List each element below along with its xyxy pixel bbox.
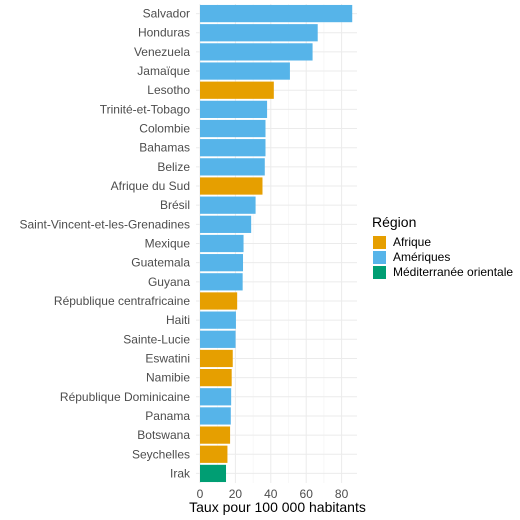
x-tick-label: 20 xyxy=(229,487,243,501)
y-tick-label: Irak xyxy=(170,466,191,480)
y-tick-label: Venezuela xyxy=(134,45,190,59)
bar xyxy=(200,273,243,291)
x-tick-label: 80 xyxy=(335,487,349,501)
bar xyxy=(200,24,318,42)
bar xyxy=(200,158,265,176)
y-tick-label: République centrafricaine xyxy=(54,294,190,308)
bar xyxy=(200,388,232,406)
bar xyxy=(200,349,233,368)
bar xyxy=(200,254,244,272)
bar xyxy=(200,330,236,348)
y-tick-label: Guyana xyxy=(148,275,190,289)
legend-label: Afrique xyxy=(393,235,431,249)
bar xyxy=(200,368,232,387)
y-tick-label: Honduras xyxy=(138,26,190,40)
y-tick-label: Seychelles xyxy=(132,447,190,461)
y-tick-label: Namibie xyxy=(146,371,190,385)
bar xyxy=(200,196,256,214)
legend-label: Méditerranée orientale xyxy=(393,265,513,279)
y-tick-label: Saint-Vincent-et-les-Grenadines xyxy=(19,217,190,231)
y-tick-label: Jamaïque xyxy=(137,64,190,78)
y-tick-label: Brésil xyxy=(160,198,190,212)
bar xyxy=(200,100,268,119)
bar xyxy=(200,464,227,483)
y-tick-label: Mexique xyxy=(145,237,191,251)
bar xyxy=(200,215,252,233)
y-tick-label: Salvador xyxy=(143,7,190,21)
legend-title: Région xyxy=(372,214,416,230)
y-tick-label: Haiti xyxy=(166,313,190,327)
y-tick-label: Bahamas xyxy=(139,141,190,155)
y-tick-label: Colombie xyxy=(139,122,190,136)
legend-swatch xyxy=(373,236,386,249)
bar xyxy=(200,43,313,61)
x-tick-label: 60 xyxy=(300,487,314,501)
x-tick-label: 0 xyxy=(197,487,204,501)
bar xyxy=(200,311,236,329)
bar xyxy=(200,177,263,195)
bar xyxy=(200,292,238,310)
y-tick-label: Eswatini xyxy=(145,351,190,365)
y-tick-label: Botswana xyxy=(137,428,190,442)
x-axis-tick-labels: 0 20 40 60 80 xyxy=(197,487,349,501)
y-tick-label: Trinité-et-Tobago xyxy=(100,102,191,116)
y-tick-label: Lesotho xyxy=(147,83,190,97)
x-axis-title: Taux pour 100 000 habitants xyxy=(189,499,366,515)
bar xyxy=(200,426,231,444)
bar xyxy=(200,234,244,253)
y-axis-tick-labels: Salvador Honduras Venezuela Jamaïque Lesotho… xyxy=(19,7,191,481)
y-tick-label: Afrique du Sud xyxy=(111,179,190,193)
bar xyxy=(200,139,266,157)
legend-label: Amériques xyxy=(393,250,450,264)
legend-swatch xyxy=(373,251,386,264)
bar xyxy=(200,119,266,138)
y-tick-label: Sainte-Lucie xyxy=(123,332,190,346)
y-tick-label: Panama xyxy=(145,409,190,423)
bar xyxy=(200,4,353,23)
bars xyxy=(200,4,353,483)
bar xyxy=(200,62,290,80)
y-tick-label: Belize xyxy=(157,160,190,174)
legend-swatch xyxy=(373,266,386,279)
bar xyxy=(200,445,228,463)
bar xyxy=(200,81,274,99)
x-tick-label: 40 xyxy=(264,487,278,501)
y-tick-label: République Dominicaine xyxy=(60,390,190,404)
y-tick-label: Guatemala xyxy=(131,256,190,270)
bar xyxy=(200,407,231,425)
